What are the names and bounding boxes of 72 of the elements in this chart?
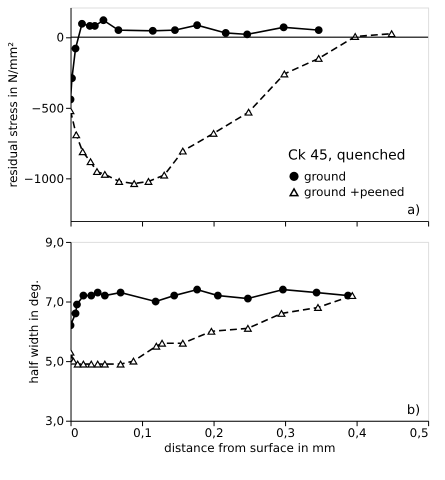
x-tick-label: 0,1 bbox=[133, 426, 152, 440]
legend-label: ground bbox=[304, 169, 346, 184]
x-tick-label: 0,2 bbox=[204, 426, 224, 440]
point bbox=[207, 328, 216, 335]
y-axis-title: residual stress in N/mm² bbox=[6, 42, 20, 188]
point bbox=[144, 178, 152, 185]
point bbox=[280, 23, 288, 32]
point bbox=[170, 292, 178, 300]
point bbox=[130, 180, 138, 188]
point bbox=[178, 148, 187, 155]
point bbox=[193, 21, 202, 30]
point bbox=[115, 178, 124, 185]
point bbox=[94, 360, 102, 368]
y-tick-label: 9,0 bbox=[45, 235, 64, 250]
point bbox=[93, 168, 101, 176]
point bbox=[87, 292, 96, 300]
y-tick-label: 5,0 bbox=[45, 354, 64, 369]
point bbox=[279, 286, 287, 294]
x-axis-title: distance from surface in mm bbox=[164, 441, 336, 456]
point bbox=[214, 292, 222, 300]
point bbox=[312, 288, 320, 296]
point bbox=[152, 298, 160, 306]
point bbox=[79, 360, 88, 368]
point bbox=[171, 26, 179, 34]
point bbox=[244, 108, 253, 116]
point bbox=[222, 29, 230, 37]
point bbox=[314, 304, 322, 311]
point bbox=[160, 172, 168, 179]
point bbox=[79, 292, 88, 300]
point bbox=[314, 26, 323, 34]
point bbox=[100, 360, 109, 368]
point bbox=[73, 300, 81, 308]
point bbox=[158, 340, 166, 347]
point bbox=[152, 342, 160, 350]
point bbox=[94, 288, 102, 296]
legend-title: Ck 45, quenched bbox=[288, 147, 406, 164]
y-tick-label: −1000 bbox=[24, 172, 64, 186]
point bbox=[100, 292, 109, 300]
point bbox=[74, 360, 82, 368]
point bbox=[87, 360, 96, 368]
point bbox=[148, 26, 157, 35]
point bbox=[114, 26, 122, 34]
point bbox=[99, 16, 108, 24]
point bbox=[78, 148, 87, 156]
point bbox=[178, 340, 187, 347]
annotation: a) bbox=[407, 203, 420, 218]
point bbox=[100, 170, 109, 178]
point bbox=[72, 310, 80, 318]
point bbox=[86, 158, 94, 166]
x-tick-label: 0,5 bbox=[410, 426, 429, 440]
y-tick-label: 3,0 bbox=[45, 414, 64, 428]
point bbox=[78, 20, 86, 28]
point bbox=[116, 288, 125, 296]
point bbox=[130, 358, 138, 365]
y-tick-label: 0 bbox=[56, 30, 64, 45]
y-tick-label: 7,0 bbox=[45, 294, 64, 309]
point bbox=[280, 70, 288, 78]
legend-label: ground +peened bbox=[304, 185, 404, 200]
x-tick-label: 0,4 bbox=[348, 426, 367, 440]
x-tick-label: 0,3 bbox=[276, 426, 296, 440]
point bbox=[314, 54, 323, 62]
y-axis-title: half width in deg. bbox=[27, 280, 42, 384]
point bbox=[116, 360, 125, 368]
point bbox=[193, 286, 202, 294]
point bbox=[244, 324, 252, 332]
point bbox=[210, 130, 218, 137]
point bbox=[278, 310, 286, 317]
point bbox=[244, 294, 252, 302]
x-tick-label: 0 bbox=[71, 426, 79, 440]
annotation: b) bbox=[406, 402, 420, 418]
y-tick-label: −500 bbox=[31, 101, 64, 116]
point bbox=[72, 44, 80, 52]
